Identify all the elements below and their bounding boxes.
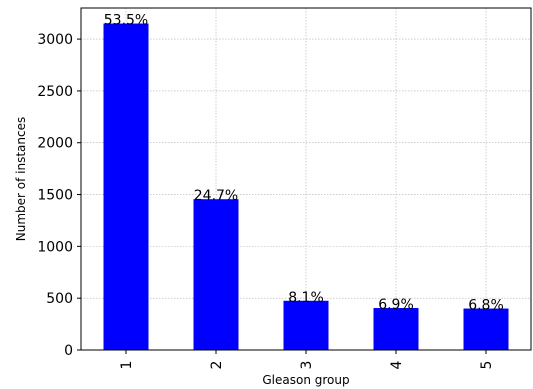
y-tick-label: 3000 [37,32,73,48]
grid-lines [81,8,531,351]
bar-group-1 [103,23,149,351]
bar-group-2 [193,199,239,350]
data-label-group-4: 6.9% [378,297,414,313]
plot-frame [80,7,532,351]
x-tick-label: 5 [479,361,495,370]
data-labels: 53.5% 24.7% 8.1% 6.9% 6.8% [104,13,504,314]
y-axis-label: Number of instances [14,117,28,242]
x-axis-label: Gleason group [262,373,349,387]
y-tick-label: 2000 [37,136,73,152]
y-tick-label: 500 [46,291,73,307]
bar-group-3 [283,300,329,350]
bars [103,23,509,351]
data-label-group-5: 6.8% [468,298,504,314]
x-tick-label: 3 [299,361,315,370]
data-label-group-2: 24.7% [194,188,238,204]
y-tick-label: 1500 [37,188,73,204]
bar-group-5 [463,308,509,350]
bar-group-4 [373,308,419,350]
data-label-group-1: 53.5% [104,13,148,29]
x-axis-ticks: 1 2 3 4 5 [119,350,495,369]
x-tick-label: 1 [119,361,135,370]
y-tick-label: 2500 [37,84,73,100]
x-tick-label: 2 [209,361,225,370]
x-tick-label: 4 [389,360,405,369]
y-axis-ticks: 0 500 1000 1500 2000 2500 3000 [37,32,81,359]
y-tick-label: 1000 [37,239,73,255]
data-label-group-3: 8.1% [288,290,324,306]
y-tick-label: 0 [64,343,73,359]
